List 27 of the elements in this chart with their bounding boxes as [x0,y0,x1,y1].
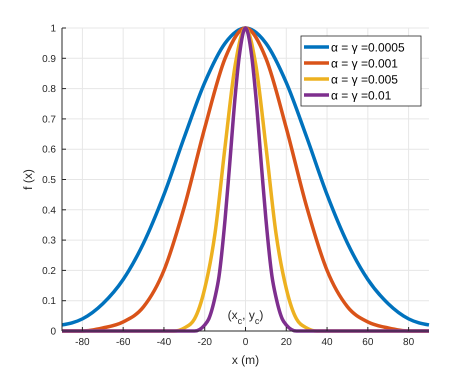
y-tick-label: 0 [50,326,56,338]
y-tick-label: 0.2 [42,266,56,277]
x-tick-label: -80 [75,337,90,348]
y-tick-label: 0.9 [42,54,56,65]
y-tick-label: 0.5 [42,175,56,186]
x-tick-label: 20 [280,337,292,348]
annotation: (x$_{c}$, y$_{c}$) [228,308,264,326]
y-tick-label: 0.3 [42,236,56,247]
y-tick-label: 0.1 [42,296,56,308]
y-tick-label: 0.4 [42,205,56,216]
x-tick-label: -60 [116,337,131,348]
legend-label: α = γ =0.0005 [331,40,405,54]
legend-label: α = γ =0.01 [331,88,392,102]
y-tick-label: 0.6 [42,144,56,156]
y-axis-title: f (x) [21,169,35,190]
y-tick-label: 0.7 [42,114,56,126]
x-tick-label: -40 [156,337,172,348]
legend-label: α = γ =0.005 [331,72,398,86]
x-tick-label: -20 [197,337,212,348]
x-tick-label: 40 [321,337,334,348]
y-tick-label: 0.8 [42,84,56,96]
legend-label: α = γ =0.001 [331,56,398,70]
y-tick-label: 1 [50,24,56,34]
x-axis-title: x (m) [232,353,260,367]
x-tick-label: 60 [362,337,374,348]
x-tick-label: 0 [242,337,249,348]
x-tick-label: 80 [403,337,415,348]
